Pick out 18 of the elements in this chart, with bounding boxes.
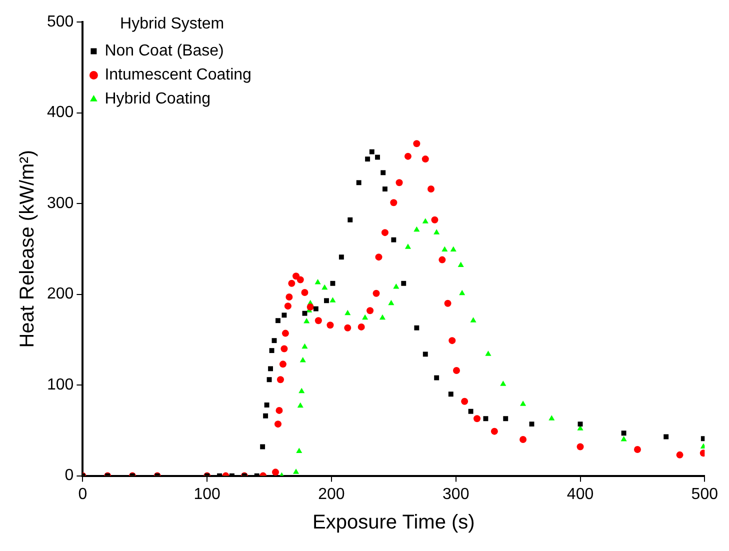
- legend-label: Non Coat (Base): [104, 42, 224, 60]
- legend-title: Hybrid System: [120, 15, 224, 32]
- y-tick-label: 0: [64, 467, 74, 484]
- x-axis-title: Exposure Time (s): [312, 512, 475, 534]
- legend-label: Hybrid Coating: [104, 90, 211, 108]
- y-tick-label: 300: [46, 194, 74, 212]
- x-tick-label: 500: [691, 486, 718, 503]
- y-tick-label: 500: [46, 13, 74, 30]
- x-tick-label: 300: [442, 486, 470, 503]
- x-tick-label: 400: [566, 486, 594, 503]
- x-tick-label: 0: [78, 486, 88, 503]
- legend-label: Intumescent Coating: [104, 66, 252, 84]
- y-tick-label: 200: [46, 286, 74, 303]
- y-tick-label: 400: [46, 104, 74, 122]
- x-tick-label: 100: [194, 486, 221, 503]
- x-tick-label: 200: [318, 486, 345, 503]
- y-tick-label: 100: [46, 376, 74, 394]
- y-axis-title: Heat Release (kW/m²): [16, 150, 39, 348]
